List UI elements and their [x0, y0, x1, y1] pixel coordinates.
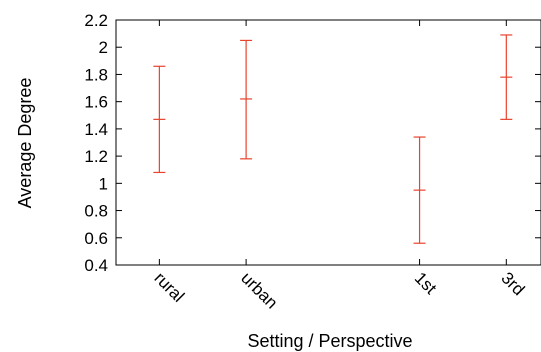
x-axis-title: Setting / Perspective — [247, 331, 412, 351]
y-tick-label: 0.8 — [84, 202, 108, 221]
error-bar-3rd — [500, 34, 513, 120]
x-tick-label-rural: rural — [151, 268, 188, 305]
y-tick-label: 1.6 — [84, 93, 108, 112]
y-tick-label: 2.2 — [84, 11, 108, 30]
y-tick-label: 2 — [99, 38, 108, 57]
x-tick-label-3rd: 3rd — [497, 268, 528, 299]
error-bar-urban — [240, 39, 253, 160]
error-bars — [153, 34, 513, 244]
y-tick-label: 1 — [99, 174, 108, 193]
y-tick-label: 1.8 — [84, 65, 108, 84]
y-tick-label: 1.2 — [84, 147, 108, 166]
plot-frame — [115, 19, 541, 266]
error-bar-1st — [413, 136, 426, 244]
y-axis-title: Average Degree — [15, 78, 35, 209]
y-tick-label: 0.4 — [84, 256, 108, 275]
y-tick-label: 1.4 — [84, 120, 108, 139]
y-axis-ticks: 0.4 0.6 0.8 1 1.2 1.4 1.6 1.8 2 2.2 — [84, 11, 541, 275]
x-tick-label-urban: urban — [237, 268, 281, 312]
y-tick-label: 0.6 — [84, 229, 108, 248]
x-axis-ticks: rural urban 1st 3rd — [151, 20, 528, 313]
error-bar-rural — [153, 65, 166, 174]
x-tick-label-1st: 1st — [411, 268, 441, 298]
